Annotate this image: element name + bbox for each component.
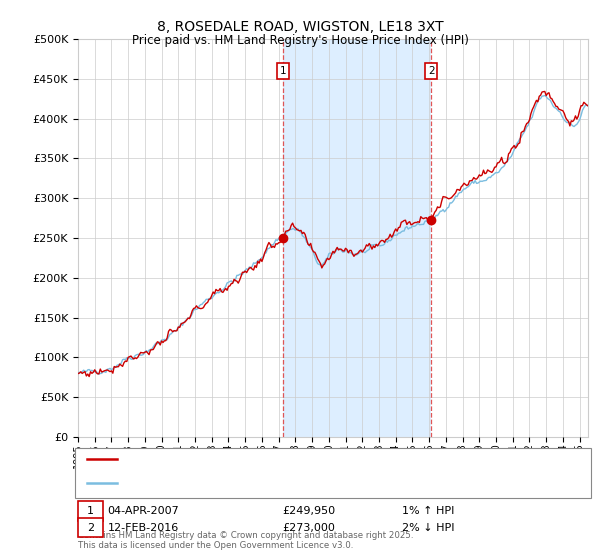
Text: 8, ROSEDALE ROAD, WIGSTON, LE18 3XT (detached house): 8, ROSEDALE ROAD, WIGSTON, LE18 3XT (det… <box>123 454 433 464</box>
Text: 12-FEB-2016: 12-FEB-2016 <box>107 522 179 533</box>
Text: 2: 2 <box>428 66 434 76</box>
Text: £273,000: £273,000 <box>282 522 335 533</box>
Text: Contains HM Land Registry data © Crown copyright and database right 2025.
This d: Contains HM Land Registry data © Crown c… <box>78 530 413 550</box>
Text: 2% ↓ HPI: 2% ↓ HPI <box>402 522 455 533</box>
Bar <box>283 39 431 437</box>
Text: 2: 2 <box>87 522 94 533</box>
Text: 1: 1 <box>280 66 286 76</box>
Text: £249,950: £249,950 <box>282 506 335 516</box>
Text: Price paid vs. HM Land Registry's House Price Index (HPI): Price paid vs. HM Land Registry's House … <box>131 34 469 46</box>
Text: HPI: Average price, detached house, Oadby and Wigston: HPI: Average price, detached house, Oadb… <box>123 478 418 488</box>
Text: 1% ↑ HPI: 1% ↑ HPI <box>402 506 454 516</box>
Text: 1: 1 <box>87 506 94 516</box>
Text: 8, ROSEDALE ROAD, WIGSTON, LE18 3XT: 8, ROSEDALE ROAD, WIGSTON, LE18 3XT <box>157 20 443 34</box>
Text: 04-APR-2007: 04-APR-2007 <box>107 506 179 516</box>
